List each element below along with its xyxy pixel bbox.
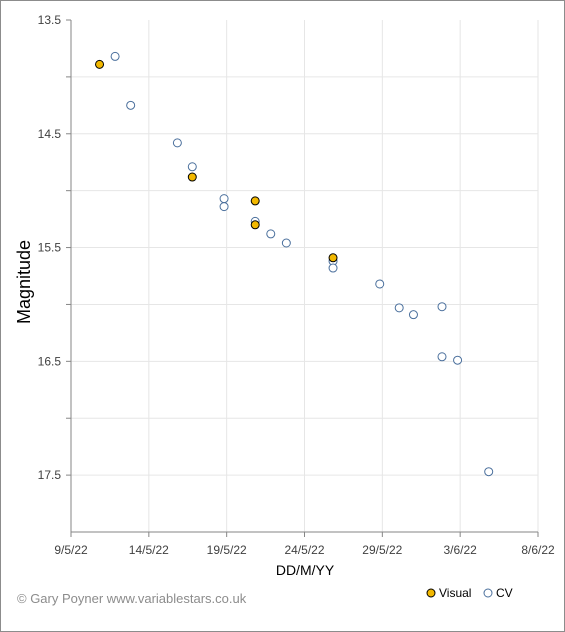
legend-visual-marker: [426, 588, 436, 598]
cv-point: [453, 355, 463, 365]
x-tick-label: 8/6/22: [521, 543, 555, 557]
visual-point: [250, 196, 260, 206]
cv-point: [281, 238, 291, 248]
cv-point: [394, 303, 404, 313]
data-points: [95, 51, 494, 477]
legend-cv-marker: [483, 588, 493, 598]
cv-point: [328, 263, 338, 273]
y-tick-label: 15.5: [38, 241, 62, 255]
cv-point: [437, 352, 447, 362]
cv-point: [219, 202, 229, 212]
credit-text: © Gary Poyner www.variablestars.co.uk: [17, 591, 247, 606]
cv-point: [375, 279, 385, 289]
visual-point: [187, 172, 197, 182]
y-axis-title: Magnitude: [14, 240, 34, 324]
cv-point: [219, 194, 229, 204]
legend-cv-label: CV: [496, 586, 513, 600]
legend: Visual CV: [426, 586, 513, 600]
x-tick-label: 9/5/22: [54, 543, 88, 557]
cv-point: [408, 310, 418, 320]
cv-point: [437, 302, 447, 312]
tick-labels: 9/5/22 14/5/22 19/5/22 24/5/22 29/5/22 3/6/22…: [38, 13, 555, 557]
visual-point: [250, 220, 260, 230]
x-axis-title: DD/M/YY: [276, 562, 335, 578]
cv-point: [266, 229, 276, 239]
grid-lines: [71, 20, 539, 532]
cv-point: [172, 138, 182, 148]
cv-point: [110, 51, 120, 61]
visual-point: [95, 59, 105, 69]
x-tick-label: 24/5/22: [284, 543, 324, 557]
y-tick-label: 13.5: [38, 13, 62, 27]
x-tick-label: 19/5/22: [207, 543, 247, 557]
x-tick-label: 3/6/22: [443, 543, 477, 557]
cv-point: [484, 467, 494, 477]
y-tick-label: 14.5: [38, 127, 62, 141]
y-tick-label: 16.5: [38, 354, 62, 368]
cv-point: [187, 162, 197, 172]
visual-point: [328, 253, 338, 263]
x-tick-label: 14/5/22: [129, 543, 169, 557]
cv-point: [126, 100, 136, 110]
y-tick-label: 17.5: [38, 468, 62, 482]
legend-visual-label: Visual: [439, 586, 471, 600]
x-tick-label: 29/5/22: [362, 543, 402, 557]
axes: [66, 19, 539, 537]
